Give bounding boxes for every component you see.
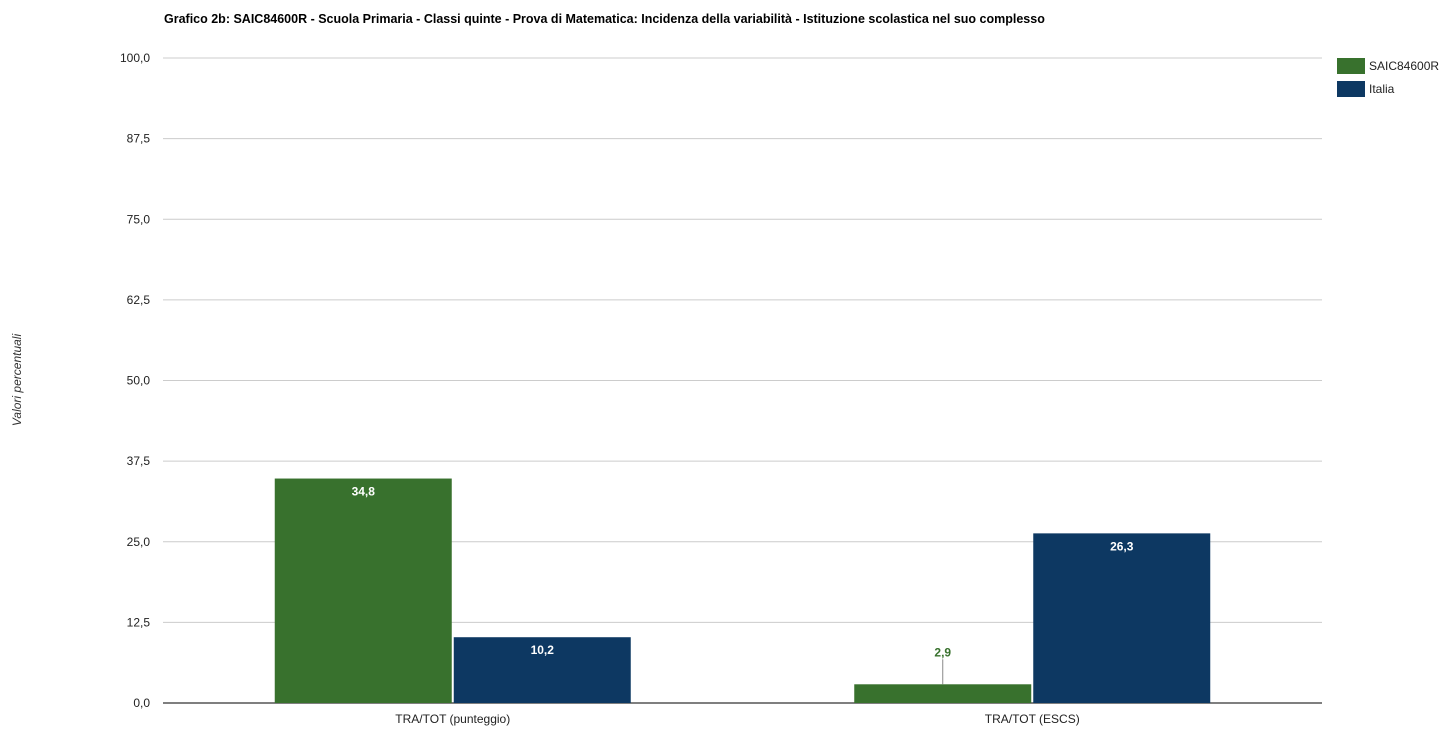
y-tick-label: 12,5: [127, 615, 151, 629]
bar-data-label: 2,9: [934, 645, 951, 659]
chart-title: Grafico 2b: SAIC84600R - Scuola Primaria…: [164, 12, 1045, 26]
bar: [453, 637, 631, 703]
x-axis-categories: TRA/TOT (punteggio) TRA/TOT (ESCS): [395, 712, 1079, 726]
bar-data-label: 26,3: [1110, 539, 1134, 553]
bar-data-label: 10,2: [531, 643, 555, 657]
legend-entry: Italia: [1369, 82, 1395, 96]
legend: SAIC84600R Italia: [1337, 58, 1439, 97]
bars: 34,8 10,2 2,9 26,3: [274, 478, 1211, 703]
y-tick-label: 37,5: [127, 454, 151, 468]
legend-swatch: [1337, 58, 1365, 74]
bar: [274, 478, 452, 703]
legend-swatch: [1337, 81, 1365, 97]
y-tick-label: 50,0: [127, 374, 151, 388]
legend-entry: SAIC84600R: [1369, 59, 1439, 73]
y-axis-label: Valori percentuali: [10, 334, 24, 427]
x-category-label: TRA/TOT (punteggio): [395, 712, 510, 726]
bar: [1033, 533, 1211, 703]
bar-data-label: 34,8: [352, 485, 376, 499]
y-tick-label: 100,0: [120, 51, 150, 65]
y-tick-label: 0,0: [133, 696, 150, 710]
y-axis-ticks: 0,0 12,5 25,0 37,5 50,0 62,5 75,0 87,5 100,0: [120, 51, 150, 710]
bar: [854, 684, 1032, 703]
x-category-label: TRA/TOT (ESCS): [985, 712, 1080, 726]
y-tick-label: 25,0: [127, 535, 151, 549]
y-tick-label: 62,5: [127, 293, 151, 307]
y-tick-label: 75,0: [127, 212, 151, 226]
y-tick-label: 87,5: [127, 132, 151, 146]
